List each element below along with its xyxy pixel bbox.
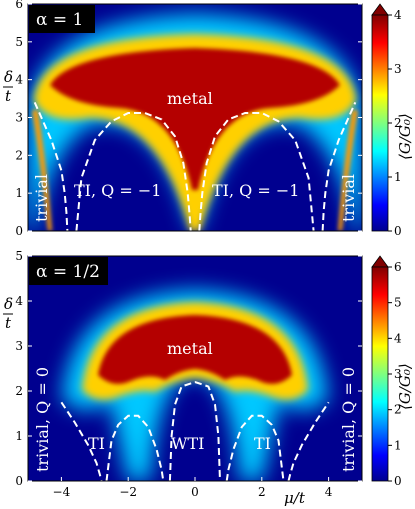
tag-bottom: α = 1/2 (36, 262, 100, 282)
panel-top: 0 1 2 3 4 5 6 α = 1 metal TI, Q = −1 TI, Q = −… (3, 0, 414, 238)
colorbar-tick-label: 3 (394, 367, 402, 381)
region-label: trivial, Q = 0 (339, 367, 358, 472)
colorbar-tick-label: 4 (394, 8, 402, 22)
phase-boundary (60, 401, 103, 481)
ylabel-num: δ (4, 295, 13, 313)
colorbar-tick-label: 3 (394, 62, 402, 76)
colorbar-tick-label: 4 (394, 331, 402, 345)
region-label: trivial, Q = 0 (33, 367, 52, 472)
region-label: trivial (339, 174, 358, 222)
tag-top: α = 1 (36, 10, 83, 30)
phase-boundary (198, 112, 315, 231)
heat-edge-left (32, 110, 52, 231)
xlabel-slash: / (292, 489, 301, 507)
panel-bottom: 0 1 2 3 4 5 −4 −2 0 2 4 α = 1/2 metal TI WTI TI t… (3, 249, 414, 507)
phase-boundary (225, 414, 285, 481)
ytick-label: 2 (15, 148, 23, 162)
ytick-label: 3 (15, 111, 23, 125)
panel-bottom-yticks: 0 1 2 3 4 5 (15, 249, 362, 488)
ytick-label: 5 (15, 249, 23, 263)
tag-top-box (29, 5, 95, 33)
region-label: metal (167, 339, 213, 358)
phase-boundary (105, 414, 165, 481)
ytick-label: 3 (15, 339, 23, 353)
ytick-label: 1 (15, 429, 23, 443)
colorbar-top-arrow (371, 3, 389, 16)
colorbar-bottom-label: ⟨G/G₀⟩ (396, 363, 414, 410)
colorbar-tick-label: 2 (394, 116, 402, 130)
ytick-label: 4 (15, 294, 23, 308)
ytick-label: 6 (15, 0, 23, 11)
colorbar-bottom (371, 266, 389, 482)
ytick-label: 5 (15, 35, 23, 49)
phase-boundary (33, 101, 69, 231)
ytick-label: 4 (15, 73, 23, 87)
ylabel-num: δ (4, 68, 13, 86)
heat-core (50, 48, 340, 190)
phase-boundary (168, 380, 221, 481)
xlabel: μ/t (284, 489, 306, 507)
heat-edge-right (338, 110, 358, 231)
phase-boundaries-bottom (60, 380, 330, 481)
xtick-label: −4 (53, 485, 71, 499)
phase-boundary (287, 401, 330, 481)
region-label: TI, Q = −1 (212, 181, 299, 200)
region-label: trivial (32, 174, 51, 222)
ytick-label: 0 (15, 474, 23, 488)
xtick-label: 0 (191, 485, 199, 499)
colorbar-tick-label: 0 (394, 224, 402, 238)
xtick-label: 4 (325, 485, 333, 499)
phase-boundaries-top (33, 101, 357, 231)
phase-boundary (321, 101, 357, 231)
panel-bottom-heatmap (60, 290, 330, 481)
phase-boundary (75, 112, 192, 231)
panel-top-heatmap (28, 14, 362, 231)
colorbar-top-label: ⟨G/G₀⟩ (396, 113, 414, 160)
panel-top-yticks: 0 1 2 3 4 5 6 (15, 0, 362, 238)
ytick-label: 2 (15, 384, 23, 398)
region-label: metal (167, 89, 213, 108)
panel-bottom-xticks: −4 −2 0 2 4 (53, 477, 333, 499)
colorbar-tick-label: 5 (394, 296, 402, 310)
colorbar-top-ticks: 0 1 2 3 4 (388, 8, 402, 238)
region-label: TI (88, 434, 105, 453)
colorbar-tick-label: 1 (394, 438, 402, 452)
xlabel-den: t (299, 489, 306, 507)
colorbar-top (371, 14, 389, 232)
colorbar-tick-label: 1 (394, 170, 402, 184)
colorbar-tick-label: 6 (394, 260, 402, 274)
colorbar-bottom-arrow (371, 255, 389, 268)
region-label: TI, Q = −1 (74, 181, 161, 200)
heat-core (98, 315, 292, 384)
colorbar-bottom-ticks: 0 1 2 3 4 5 6 (388, 260, 402, 488)
ytick-label: 0 (15, 224, 23, 238)
xlabel-num: μ (284, 489, 294, 507)
region-label: TI (254, 434, 271, 453)
ytick-label: 1 (15, 186, 23, 200)
ylabel-den: t (5, 87, 12, 105)
ylabel-den: t (5, 314, 12, 332)
tag-bottom-box (29, 257, 108, 285)
xtick-label: −2 (119, 485, 137, 499)
colorbar-tick-label: 2 (394, 403, 402, 417)
region-label: WTI (171, 434, 204, 453)
xtick-label: 2 (258, 485, 266, 499)
colorbar-tick-label: 0 (394, 474, 402, 488)
